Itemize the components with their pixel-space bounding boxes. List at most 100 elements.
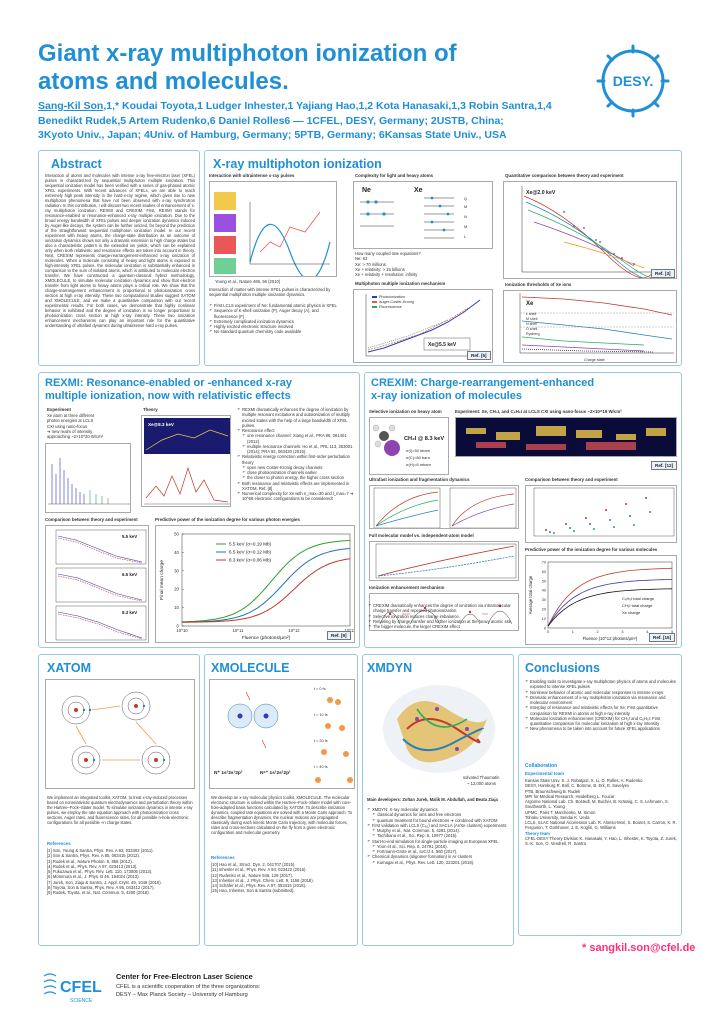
x-tick-label: 10^13	[344, 628, 355, 633]
crexim-ultra-title: Ultrafast ionization and fragmentation d…	[369, 477, 470, 482]
y-tick-label: 20	[542, 608, 546, 612]
collab-item: CFEL-DESY Theory Division K. Hanasaki, Y…	[525, 835, 677, 846]
x-tick-label: 0	[547, 630, 549, 634]
legend-entry: 6.5 keV (σ=0.12 Mb)	[229, 550, 272, 555]
xmdyn-sub-bullet: Kumagai et al., Phys. Rev. Lett. 120, 22…	[372, 860, 513, 865]
conclusion-bullet: Enabling tools to investigate x-ray mult…	[525, 679, 679, 690]
crexim-heading: CREXIM: Charge-rearrangement-enhanced x-…	[371, 377, 594, 402]
author-list: Sang-Kil Son,1,* Koudai Toyota,1 Ludger …	[38, 99, 628, 143]
series-line	[181, 548, 351, 623]
rexmi-sub-bullet: close photoionization channels earlier	[242, 470, 357, 475]
y-tick-label: 10	[542, 617, 546, 621]
cs-iodine: σ(I)=50 kbarn	[406, 448, 430, 453]
legend-entry: 8.3 keV (σ=0.06 Mb)	[229, 558, 272, 563]
reference-item: [11] Inhester et al., Phys. Rev. A 94, 0…	[211, 867, 307, 873]
y-tick-label: 50	[542, 579, 546, 583]
exp-team-title: Experimental team	[525, 771, 565, 776]
collab-item: Kansas State Univ. S. J. Robatjazi, X. L…	[525, 778, 643, 783]
molecule-stack-icon	[214, 192, 236, 274]
crexim-pred-svg: 0 10 20 30 40 50 60 70 0 1 2 3 4 5 C₆H₅I total charge C…	[528, 560, 673, 641]
xmdyn-sub-bullet: quantum treatment for bound electrons ➔ …	[372, 818, 513, 823]
cfel-logo: CFEL SCIENCE	[40, 968, 106, 1008]
crexim-exp-image	[455, 417, 677, 457]
rexmi-sub-bullet: multiple resonance channels: Ho et al., …	[242, 444, 357, 455]
abstract-text: Interaction of atoms and molecules with …	[45, 173, 195, 328]
svg-text:N: N	[464, 214, 467, 219]
authors-line-2: Benedikt Rudek,5 Artem Rudenko,6 Daniel …	[38, 114, 504, 127]
fig3-label: Xe@2.0 keV	[526, 190, 556, 196]
crexim-mech-title: Ionization enhancement mechanism	[369, 585, 445, 590]
collab-item: Tohoku University, Sendai K. Ueda	[525, 814, 590, 820]
series-line	[182, 558, 351, 623]
fig5-legend-o: O shell	[526, 327, 537, 331]
crexim-bullet-list: CREXIM dramatically enhances the degree …	[368, 603, 522, 629]
chart-frame	[547, 561, 673, 629]
rexmi-pred-ref: Ref. [9]	[327, 631, 351, 640]
authors-line-3: 3Kyoto Univ., Japan; 4Univ. of Hamburg, …	[38, 129, 507, 142]
rexmi-theory-image: Xe@8.3 keV	[141, 415, 231, 507]
y-tick-label: 10	[174, 605, 179, 610]
y-tick-label: 20	[174, 587, 179, 592]
crexim-bullet: CREXIM dramatically enhances the degree …	[368, 603, 522, 614]
xmdyn-caption-2: ~ 12,000 atoms	[467, 781, 496, 786]
xmdyn-caption-1: solvated Thaumatin	[463, 775, 500, 780]
series-line	[547, 579, 673, 627]
xatom-diagram	[45, 679, 195, 789]
conclusion-bullet: Nonlinear behavior of atomic and molecul…	[525, 690, 679, 695]
xmdyn-sub-bullet: Tachibana et al., Sci. Rep. 5, 10977 (20…	[372, 833, 513, 838]
rexmi-exp-image	[45, 443, 131, 513]
crexim-sel-image: CH₃I @ 8.3 keV σ(I)=50 kbarn σ(C)=80 bar…	[369, 417, 449, 475]
crexim-bullet: The bigger molecule, the larger CREXIM e…	[368, 624, 522, 629]
rate-eq-xe: Xe: > 70 millions	[355, 261, 386, 267]
rexmi-heading-line-1: REXMI: Resonance-enabled or -enhanced x-…	[45, 377, 292, 389]
reference-item: [2] Son & Santra, Phys. Rev. A 85, 06341…	[47, 853, 141, 859]
reference-item: [14] Schäfer et al., Phys. Rev. A 97, 05…	[211, 883, 307, 888]
rate-eq-question: How many coupled rate equations?	[355, 251, 421, 256]
collab-item: MPI for Medical Research, Heidelberg L. …	[525, 793, 615, 799]
fig3-ref: Ref. [3]	[651, 269, 675, 278]
rexmi-cmp-title: Comparison between theory and experiment	[45, 517, 138, 522]
rexmi-theory-title: Theory	[143, 407, 158, 412]
y-axis-label: Average total charge	[528, 575, 533, 614]
xmdyn-panel: XMDYN solvated Thaumatin ~ 12,000 atoms …	[362, 654, 514, 946]
time-label: t = 20 fs	[314, 739, 328, 743]
y-tick-label: 30	[542, 598, 546, 602]
xmdyn-sub-bullet: classical dynamics for ions and free ele…	[372, 812, 513, 817]
y-tick-label: 40	[542, 589, 546, 593]
legend-entry: CH₃I total charge	[622, 603, 653, 608]
title-line-1: Giant x-ray multiphoton ionization of	[38, 40, 457, 67]
rexmi-pred-chart: 0 10 20 30 40 50 10^10 10^11 10^12 10^13 5.5 keV (…	[155, 525, 355, 643]
ne-label: Ne	[362, 187, 371, 194]
cmp-label-5-5: 5.5 keV	[122, 534, 137, 539]
rexmi-panel: REXMI: Resonance-enabled or -enhanced x-…	[38, 372, 360, 648]
contact-email[interactable]: * sangkil.son@cfel.de	[582, 942, 696, 954]
cfel-logo-text: CFEL	[60, 979, 102, 996]
fig4-legend-auger: Auger-Coster-Kronig	[379, 300, 414, 304]
collab-list: Kansas State Univ. S. J. Robatjazi, X. L…	[525, 778, 679, 846]
xmi-bullet: Highly excited electronic structure invo…	[209, 324, 341, 329]
xmi-fig5-image: Xe L shell M shell N shell O shell Rydbe…	[503, 290, 677, 363]
xmolecule-config-1: N⁺ 1s²2s¹2p³	[214, 770, 243, 776]
svg-text:L: L	[464, 234, 467, 239]
rexmi-pred-svg: 0 10 20 30 40 50 10^10 10^11 10^12 10^13 5.5 keV (…	[159, 532, 355, 642]
rate-eq-xe-rel: Xe + relativity: > 15 billions	[355, 266, 405, 272]
crexim-pred-chart: 0 10 20 30 40 50 60 70 0 1 2 3 4 5 C₆H₅I total charge C…	[525, 555, 677, 645]
chart-frame	[181, 533, 351, 627]
y-tick-label: 60	[542, 570, 546, 574]
fig5-legend-n: N shell	[526, 322, 537, 326]
center-line-2: DESY – Max Planck Society – University o…	[116, 992, 248, 998]
crexim-panel: CREXIM: Charge-rearrangement-enhanced x-…	[364, 372, 682, 648]
crexim-heading-line-1: CREXIM: Charge-rearrangement-enhanced	[371, 377, 595, 389]
xmi-heading: X-ray multiphoton ionization	[213, 157, 382, 171]
x-axis-label: Fluence (photons/μm²)	[242, 635, 291, 641]
collab-item: PTB, Braunschweig B. Rudek	[525, 788, 581, 794]
crexim-full-image	[369, 541, 519, 581]
x-tick-label: 5	[671, 630, 673, 634]
y-tick-label: 70	[542, 560, 546, 564]
rexmi-exp-lines: Xe atom at three different photon energi…	[47, 413, 133, 439]
time-label: t = 0 fs	[314, 687, 326, 691]
center-title: Center for Free-Electron Laser Science	[116, 972, 253, 981]
xmolecule-panel: XMOLECULE N⁺ 1s²2s¹2p³ N⁶⁺ 1s¹2s¹2p¹ t =…	[204, 654, 358, 946]
xmi-fig4-title: Multiphoton multiple ionization mechanis…	[355, 281, 446, 286]
xmdyn-bullet: First validation with LCLS (C₆₀) and SAC…	[367, 823, 513, 828]
